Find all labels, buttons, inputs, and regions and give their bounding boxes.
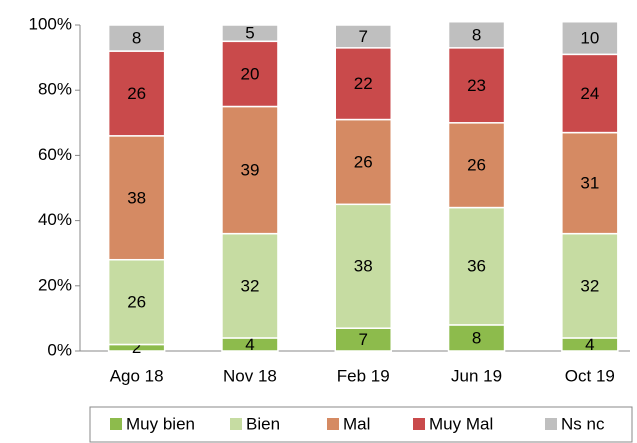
y-tick-label: 20% [38, 275, 72, 294]
data-label: 5 [245, 24, 254, 43]
y-tick-label: 40% [38, 210, 72, 229]
data-label: 8 [132, 29, 141, 48]
data-label: 26 [467, 156, 486, 175]
bar-segment [107, 50, 166, 137]
data-label: 26 [354, 152, 373, 171]
data-label: 39 [240, 161, 259, 180]
legend-swatch [545, 418, 557, 430]
bar-segment [107, 135, 166, 261]
y-tick-label: 80% [38, 80, 72, 99]
data-label: 2 [132, 338, 141, 357]
data-label: 31 [580, 174, 599, 193]
data-label: 26 [127, 293, 146, 312]
data-label: 20 [240, 64, 259, 83]
data-label: 23 [467, 76, 486, 95]
legend-label: Muy bien [126, 414, 195, 433]
legend-box [89, 406, 633, 443]
x-tick-label: Ago 18 [110, 366, 164, 385]
data-label: 22 [354, 74, 373, 93]
data-label: 38 [354, 257, 373, 276]
data-label: 38 [127, 188, 146, 207]
data-label: 7 [359, 27, 368, 46]
bar-segment [561, 232, 619, 339]
bar-segment [221, 40, 279, 108]
legend-label: Bien [246, 414, 280, 433]
data-label: 4 [585, 335, 594, 354]
bar-segment [561, 20, 619, 56]
y-tick-label: 100% [29, 14, 72, 33]
bar-segment [107, 24, 166, 52]
y-tick-label: 60% [38, 145, 72, 164]
bar-segment [447, 324, 506, 352]
legend-swatch [327, 418, 339, 430]
data-label: 36 [467, 257, 486, 276]
bar-segment [334, 24, 392, 49]
bar-segment [334, 47, 392, 121]
bar-segment [447, 20, 506, 49]
bar-segment [447, 47, 506, 124]
data-label: 24 [580, 84, 599, 103]
y-tick-label: 0% [47, 340, 72, 359]
data-label: 4 [245, 335, 254, 354]
bar-segment [561, 53, 619, 134]
bar-segment [447, 206, 506, 326]
legend-swatch [413, 418, 425, 430]
legend-label: Muy Mal [429, 414, 493, 433]
bar-segment [221, 24, 279, 43]
bar-segment [334, 118, 392, 206]
legend-label: Ns nc [561, 414, 605, 433]
bar-segment [221, 105, 279, 235]
data-label: 32 [240, 276, 259, 295]
bar-segment [334, 203, 392, 329]
data-label: 26 [127, 84, 146, 103]
legend-swatch [110, 418, 122, 430]
x-tick-label: Nov 18 [223, 366, 277, 385]
data-label: 7 [359, 330, 368, 349]
data-label: 32 [580, 276, 599, 295]
x-tick-label: Feb 19 [337, 366, 390, 385]
bar-segment [447, 122, 506, 209]
data-label: 8 [472, 25, 481, 44]
legend-label: Mal [343, 414, 370, 433]
legend-swatch [230, 418, 242, 430]
data-label: 10 [580, 29, 599, 48]
x-tick-label: Oct 19 [565, 366, 615, 385]
data-label: 8 [472, 328, 481, 347]
x-tick-label: Jun 19 [451, 366, 502, 385]
